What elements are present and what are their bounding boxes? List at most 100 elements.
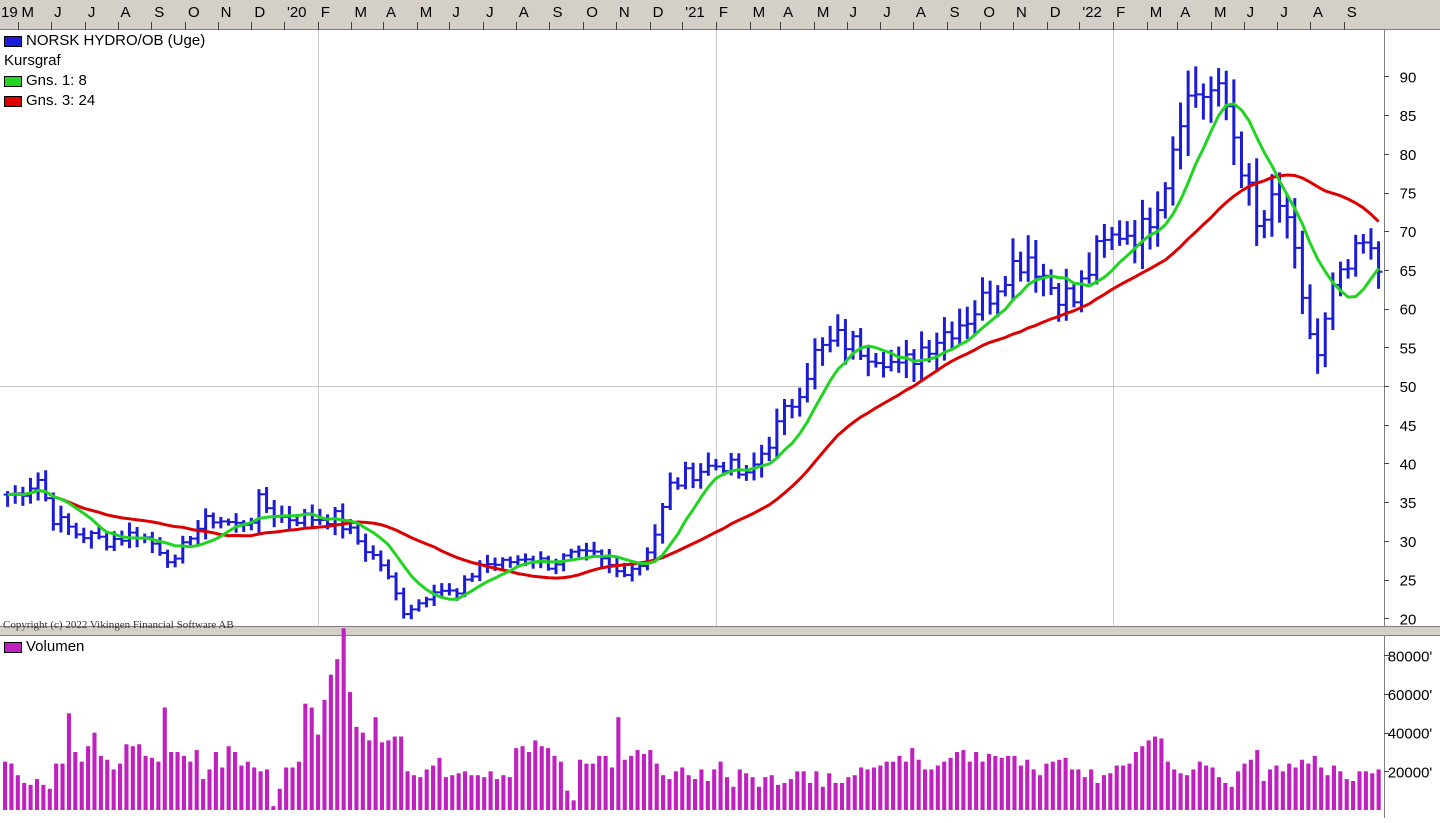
volume-bar: [418, 777, 423, 810]
price-bar-open: [155, 542, 159, 545]
volume-bar: [233, 752, 238, 810]
price-bar: [782, 399, 786, 435]
price-bar-open: [26, 494, 30, 497]
price-bar-close: [869, 360, 873, 363]
price-bar-open: [788, 404, 792, 407]
price-bar-open: [521, 558, 525, 561]
x-axis-tick-label: A: [386, 4, 396, 21]
legend-ma2-label: Gns. 3: 24: [26, 92, 96, 109]
legend-price-series[interactable]: NORSK HYDRO/OB (Uge): [4, 31, 205, 51]
price-bar-close: [1371, 247, 1375, 250]
price-bar: [676, 477, 680, 490]
price-bar-open: [925, 346, 929, 349]
volume-bar: [565, 790, 570, 810]
volume-bar: [852, 775, 857, 810]
volume-bar: [788, 779, 793, 810]
price-bar-open: [361, 540, 365, 543]
price-bar-close: [998, 290, 1002, 293]
legend-volume[interactable]: Volumen: [4, 637, 84, 657]
price-bar-open: [216, 521, 220, 524]
price-bar-close: [1349, 267, 1353, 270]
price-bar: [790, 398, 794, 419]
volume-bar: [130, 746, 135, 810]
price-bar: [440, 583, 444, 598]
price-bar-open: [186, 541, 190, 544]
price-bar-open: [346, 528, 350, 531]
price-bar: [280, 505, 284, 523]
price-bar-close: [473, 575, 477, 578]
price-bar-close: [541, 557, 545, 560]
volume-bar: [584, 763, 589, 810]
price-bar-close: [747, 471, 751, 474]
price-legend: NORSK HYDRO/OB (Uge) Kursgraf Gns. 1: 8 …: [4, 31, 205, 111]
volume-bar: [1025, 759, 1030, 810]
price-bar-close: [267, 507, 271, 510]
price-bar-close: [656, 533, 660, 536]
price-bar: [1217, 68, 1221, 107]
legend-swatch-volume: [4, 641, 22, 653]
price-bar: [1148, 207, 1152, 250]
legend-ma1[interactable]: Gns. 1: 8: [4, 71, 205, 91]
volume-bar: [801, 771, 806, 810]
price-bar-close: [1105, 238, 1109, 241]
price-bar-open: [574, 550, 578, 553]
price-bar-open: [734, 458, 738, 461]
price-bar-open: [232, 521, 236, 524]
volume-bar: [609, 767, 615, 810]
y-axis-tick-label: 65: [1400, 263, 1417, 280]
price-bar: [204, 508, 208, 540]
y-axis-tick-label: 90: [1400, 69, 1417, 86]
volume-bar: [839, 782, 845, 810]
legend-ma2[interactable]: Gns. 3: 24: [4, 91, 205, 111]
price-bar-open: [871, 360, 875, 363]
volume-bar: [1191, 769, 1196, 810]
volume-bar: [827, 773, 832, 810]
price-bar-open: [163, 551, 167, 554]
price-bar-open: [986, 291, 990, 294]
price-bar-open: [1313, 333, 1317, 336]
volume-bars: [3, 628, 1381, 810]
price-bar: [508, 556, 512, 568]
price-bar-close: [518, 558, 522, 561]
volume-bar: [335, 659, 340, 810]
volume-bar: [360, 732, 365, 810]
price-bar: [866, 345, 870, 377]
price-bar-open: [1229, 105, 1233, 108]
volume-bar: [629, 755, 634, 810]
volume-bar: [399, 736, 404, 810]
volume-bar: [354, 726, 359, 810]
price-bar: [364, 533, 368, 562]
x-axis-tick-label: M: [753, 4, 766, 21]
price-bar-open: [673, 481, 677, 484]
volume-bar: [1287, 763, 1292, 810]
volume-bar: [1236, 771, 1241, 810]
price-bar-close: [762, 452, 766, 455]
price-bar-close: [1257, 224, 1261, 227]
price-bar-close: [168, 561, 172, 564]
volume-bar: [1101, 775, 1106, 810]
x-axis-tick-label: S: [950, 4, 960, 21]
price-bar-close: [1074, 301, 1078, 304]
volume-bar: [405, 771, 410, 810]
volume-bar: [1293, 767, 1298, 810]
y-axis-area: [1384, 30, 1440, 818]
volume-axis-tick-label: 40000': [1388, 726, 1433, 743]
price-bar-close: [1166, 187, 1170, 190]
price-bar-open: [1260, 224, 1264, 227]
price-bar-open: [1351, 267, 1355, 270]
legend-kursgraf: Kursgraf: [4, 51, 205, 71]
price-bar-close: [320, 518, 324, 521]
x-axis-tick-label: O: [188, 4, 200, 21]
volume-bar: [552, 755, 557, 810]
volume-bar: [954, 752, 960, 810]
volume-bar: [616, 717, 621, 810]
x-axis-tick-label: S: [1347, 4, 1357, 21]
volume-bar: [686, 775, 691, 810]
volume-bar: [501, 775, 506, 810]
price-bar: [1156, 191, 1160, 247]
price-bar-open: [475, 575, 479, 578]
price-bar: [295, 514, 299, 527]
price-bar: [394, 572, 398, 601]
volume-bar: [1242, 763, 1247, 810]
